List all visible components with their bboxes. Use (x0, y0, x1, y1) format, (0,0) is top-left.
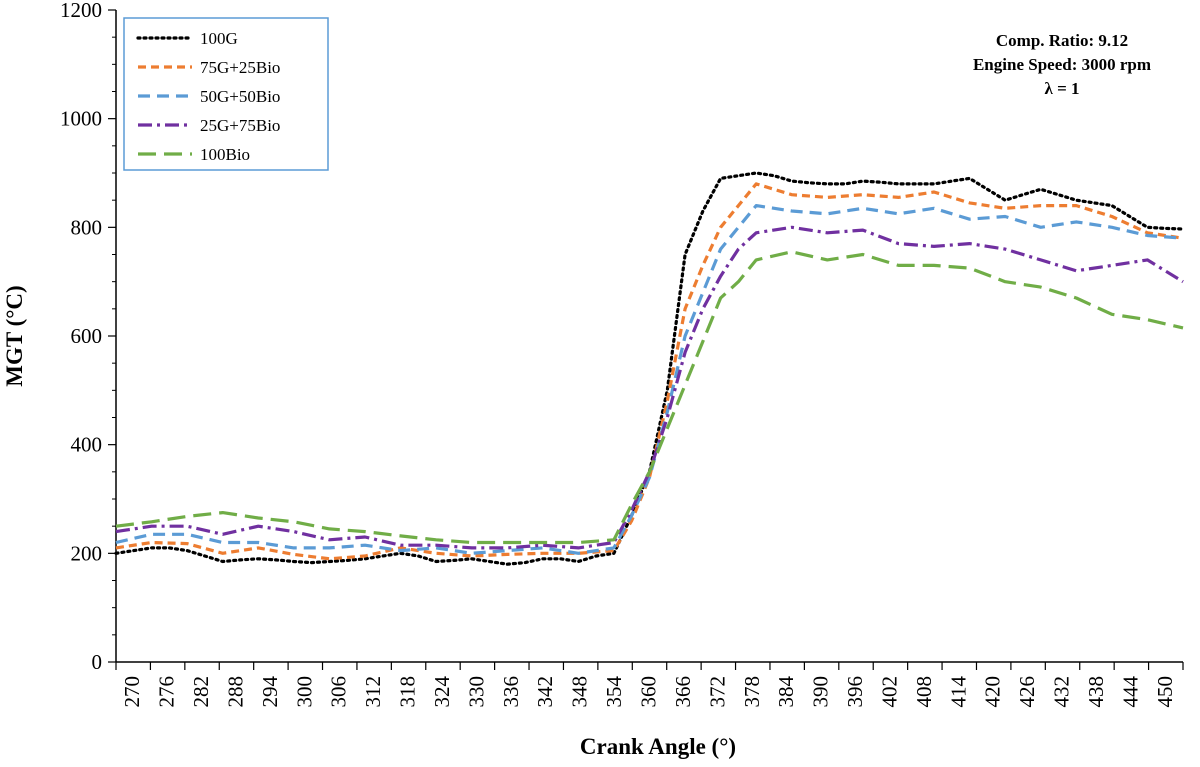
x-tick-label: 336 (499, 676, 523, 708)
series-line-1 (115, 182, 1184, 561)
x-tick-label: 276 (155, 676, 179, 708)
x-tick-label: 384 (774, 676, 798, 708)
x-tick-label: 408 (912, 676, 936, 708)
y-tick-label: 800 (71, 215, 103, 239)
series-line-2 (115, 204, 1184, 555)
x-tick-label: 366 (671, 676, 695, 708)
y-tick-label: 1000 (60, 107, 102, 131)
series-line-4 (115, 250, 1184, 545)
x-tick-label: 360 (637, 676, 661, 708)
x-tick-label: 450 (1153, 676, 1177, 708)
legend-label-1: 75G+25Bio (200, 58, 280, 77)
x-tick-label: 348 (568, 676, 592, 708)
legend-label-3: 25G+75Bio (200, 116, 280, 135)
legend-label-0: 100G (200, 29, 238, 48)
x-tick-label: 288 (223, 676, 247, 708)
x-tick-label: 354 (602, 676, 626, 708)
y-tick-label: 0 (92, 650, 103, 674)
x-axis-title: Crank Angle (°) (580, 734, 736, 759)
y-tick-label: 400 (71, 433, 103, 457)
x-tick-label: 330 (464, 676, 488, 708)
x-tick-label: 342 (533, 676, 557, 708)
legend-label-2: 50G+50Bio (200, 87, 280, 106)
legend: 100G 75G+25Bio 50G+50Bio 25G+75Bio 100Bio (123, 17, 329, 171)
y-tick-label: 600 (71, 324, 103, 348)
x-tick-label: 378 (740, 676, 764, 708)
x-tick-label: 306 (327, 676, 351, 708)
x-tick-label: 390 (809, 676, 833, 708)
x-tick-label: 300 (292, 676, 316, 708)
y-tick-label: 200 (71, 541, 103, 565)
x-tick-label: 270 (120, 676, 144, 708)
series-line-0 (114, 171, 1185, 566)
x-tick-label: 318 (396, 676, 420, 708)
series-line-3 (115, 225, 1184, 550)
x-tick-label: 438 (1084, 676, 1108, 708)
x-tick-label: 432 (1050, 676, 1074, 708)
x-tick-label: 444 (1118, 676, 1142, 708)
legend-label-4: 100Bio (200, 145, 250, 164)
annotation-engine-speed: Engine Speed: 3000 rpm (973, 55, 1151, 74)
x-tick-label: 396 (843, 676, 867, 708)
x-tick-label: 426 (1015, 676, 1039, 708)
x-tick-label: 372 (705, 676, 729, 708)
legend-box (123, 17, 329, 171)
annotation-comp-ratio: Comp. Ratio: 9.12 (996, 31, 1128, 50)
x-tick-label: 402 (877, 676, 901, 708)
y-tick-label: 1200 (60, 0, 102, 22)
x-tick-label: 282 (189, 676, 213, 708)
x-tick-label: 324 (430, 676, 454, 708)
y-axis-title: MGT (°C) (2, 285, 27, 386)
x-tick-label: 420 (981, 676, 1005, 708)
x-tick-label: 294 (258, 676, 282, 708)
annotation-lambda: λ = 1 (1044, 79, 1079, 98)
x-tick-label: 414 (946, 676, 970, 708)
x-tick-label: 312 (361, 676, 385, 708)
